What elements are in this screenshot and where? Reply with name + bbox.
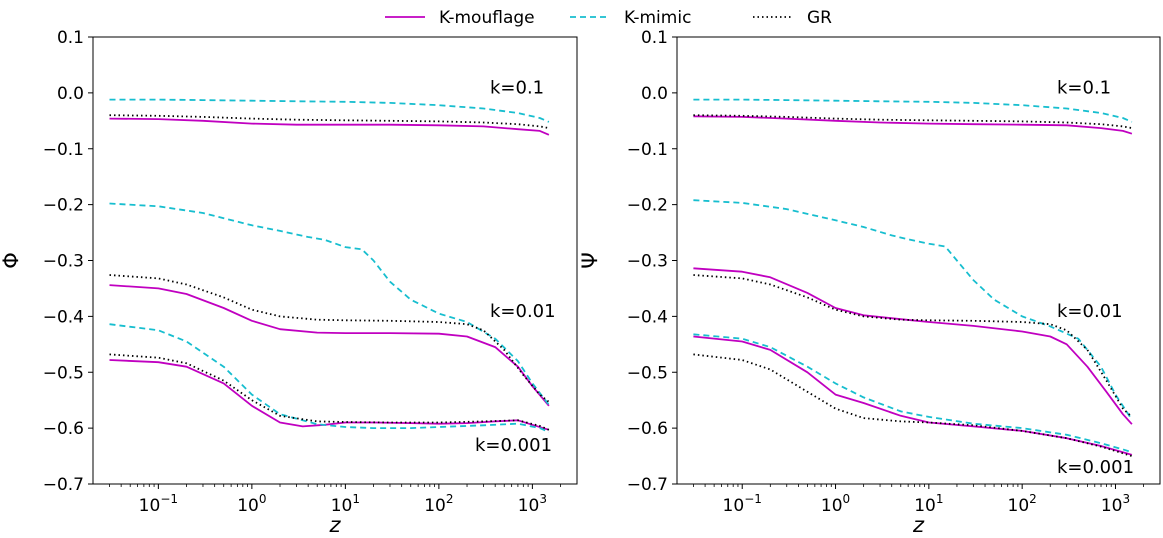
x-tick-label: 102: [424, 492, 453, 516]
y-tick-label: −0.4: [43, 307, 84, 327]
legend: K-mouflage K-mimic GR: [385, 8, 832, 28]
y-tick-label: −0.2: [43, 196, 84, 216]
x-axis-label: z: [912, 513, 925, 537]
series-line-gr-5: [109, 274, 550, 403]
series-line-k-mouflage-0: [109, 117, 550, 136]
series-line-k-mouflage-6: [693, 335, 1133, 456]
y-tick-label: 0.0: [641, 84, 668, 104]
plot-frame: [92, 36, 578, 485]
x-tick-label: 103: [518, 492, 547, 516]
x-tick-label: 103: [1101, 492, 1130, 516]
y-tick-label: −0.2: [627, 196, 668, 216]
legend-label: GR: [807, 8, 832, 28]
left-panel-phi: 0.1 0.0 −0.1 −0.2 −0.3 −0.4 −0.5 −0.6 −0.7 10−1 10…: [0, 28, 578, 537]
series-line-k-mimic-7: [693, 333, 1133, 454]
k-annotation: k=0.1: [490, 77, 544, 98]
y-tick-label: −0.7: [43, 475, 84, 495]
y-axis-label: Φ: [0, 252, 23, 269]
y-tick-label: −0.3: [43, 252, 84, 272]
y-tick-label: −0.7: [627, 475, 668, 495]
x-tick-label: 102: [1008, 492, 1037, 516]
y-tick-label: −0.1: [43, 140, 84, 160]
y-tick-label: 0.1: [641, 28, 668, 48]
series-line-k-mimic-1: [693, 98, 1133, 123]
series-line-k-mimic-4: [693, 199, 1133, 421]
y-tick-label: −0.1: [627, 140, 668, 160]
x-tick-label: 10−1: [723, 492, 762, 516]
y-tick-label: −0.3: [627, 252, 668, 272]
series-line-k-mimic-7: [109, 323, 550, 433]
series-line-k-mouflage-3: [109, 284, 550, 407]
series-line-gr-2: [693, 114, 1133, 129]
k-annotation: k=0.1: [1057, 77, 1111, 98]
y-tick-label: 0.1: [57, 28, 84, 48]
legend-label: K-mimic: [624, 8, 691, 28]
x-tick-label: 100: [237, 492, 266, 516]
y-tick-label: 0.0: [57, 84, 84, 104]
series-line-k-mouflage-6: [109, 359, 550, 431]
y-tick-label: −0.6: [43, 419, 84, 439]
series-line-k-mouflage-3: [693, 267, 1133, 425]
right-panel-psi: 0.1 0.0 −0.1 −0.2 −0.3 −0.4 −0.5 −0.6 −0.7 10−1 10…: [578, 28, 1161, 537]
k-annotation: k=0.01: [1057, 301, 1123, 322]
series-line-k-mouflage-0: [693, 115, 1133, 135]
y-axis-label: Ψ: [578, 252, 602, 269]
k-annotation: k=0.001: [475, 435, 552, 456]
x-tick-label: 100: [821, 492, 850, 516]
plot-frame: [676, 36, 1161, 485]
series-line-k-mimic-1: [109, 98, 550, 123]
y-tick-label: −0.5: [43, 363, 84, 383]
x-axis-label: z: [328, 513, 341, 537]
x-tick-label: 101: [914, 492, 943, 516]
y-tick-label: −0.5: [627, 363, 668, 383]
series-line-k-mimic-4: [109, 202, 550, 406]
series-line-gr-8: [693, 353, 1133, 457]
series-line-gr-2: [109, 114, 550, 129]
legend-label: K-mouflage: [439, 8, 535, 28]
y-tick-label: −0.4: [627, 307, 668, 327]
x-tick-label: 101: [331, 492, 360, 516]
k-annotation: k=0.001: [1057, 457, 1134, 478]
series-line-gr-5: [693, 274, 1133, 418]
k-annotation: k=0.01: [490, 301, 556, 322]
y-tick-label: −0.6: [627, 419, 668, 439]
x-tick-label: 10−1: [139, 492, 178, 516]
